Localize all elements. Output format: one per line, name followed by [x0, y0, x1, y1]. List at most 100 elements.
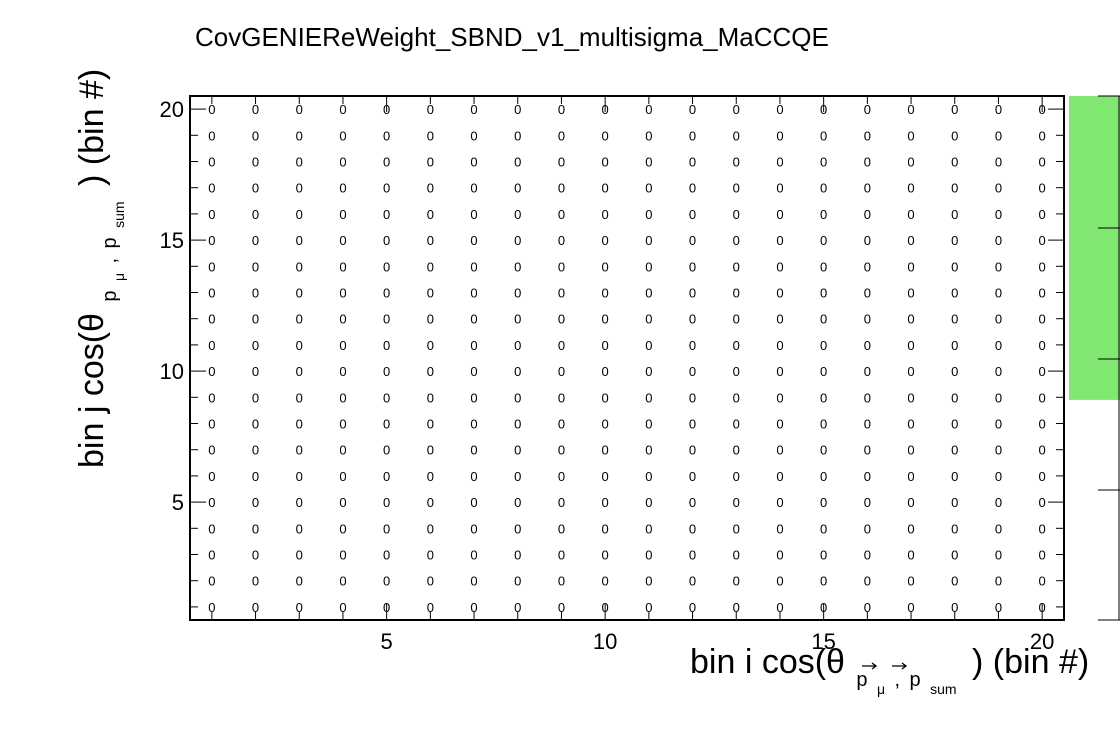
y-axis-title-sub2: p — [99, 237, 121, 248]
heatmap-cell-label: 0 — [907, 521, 914, 536]
heatmap-cell-label: 0 — [951, 181, 958, 196]
heatmap-cell-label: 0 — [558, 600, 565, 615]
heatmap-cell-label: 0 — [689, 417, 696, 432]
heatmap-cell-label: 0 — [514, 364, 521, 379]
heatmap-cell-label: 0 — [296, 443, 303, 458]
heatmap-cell-label: 0 — [427, 469, 434, 484]
heatmap-cell-label: 0 — [1039, 312, 1046, 327]
heatmap-cell-label: 0 — [339, 548, 346, 563]
heatmap-cell-label: 0 — [514, 574, 521, 589]
heatmap-cell-label: 0 — [776, 181, 783, 196]
heatmap-cell-label: 0 — [208, 207, 215, 222]
heatmap-cell-label: 0 — [339, 443, 346, 458]
heatmap-cell-label: 0 — [733, 312, 740, 327]
heatmap-cell-label: 0 — [470, 338, 477, 353]
heatmap-cell-label: 0 — [427, 207, 434, 222]
heatmap-cell-label: 0 — [296, 259, 303, 274]
heatmap-cell-label: 0 — [951, 259, 958, 274]
heatmap-cell-label: 0 — [514, 548, 521, 563]
y-tick-label: 10 — [160, 359, 184, 384]
heatmap-cell-label: 0 — [602, 548, 609, 563]
heatmap-cell-label: 0 — [951, 312, 958, 327]
heatmap-cell-label: 0 — [558, 286, 565, 301]
heatmap-cell-label: 0 — [427, 128, 434, 143]
heatmap-cell-label: 0 — [558, 259, 565, 274]
heatmap-cell-label: 0 — [733, 390, 740, 405]
heatmap-cells: 0 0 0 0 0 0 0 0 0 0 0 0 0 0 0 0 0 0 0 0 0 0 0 0 0 0 0 0 0 0 0 0 0 0 0 0 0 0 0 0… — [208, 102, 1046, 615]
heatmap-cell-label: 0 — [1039, 521, 1046, 536]
heatmap-cell-label: 0 — [689, 286, 696, 301]
heatmap-cell-label: 0 — [252, 338, 259, 353]
heatmap-cell-label: 0 — [296, 495, 303, 510]
heatmap-cell-label: 0 — [733, 548, 740, 563]
heatmap-cell-label: 0 — [558, 128, 565, 143]
heatmap-cell-label: 0 — [252, 233, 259, 248]
heatmap-cell-label: 0 — [995, 521, 1002, 536]
heatmap-cell-label: 0 — [602, 128, 609, 143]
heatmap-cell-label: 0 — [602, 574, 609, 589]
heatmap-cell-label: 0 — [339, 390, 346, 405]
heatmap-cell-label: 0 — [208, 233, 215, 248]
x-axis-title: bin i cos(θ p μ , p sum ) (bin #) — [690, 643, 1089, 702]
heatmap-cell-label: 0 — [820, 181, 827, 196]
heatmap-cell-label: 0 — [602, 390, 609, 405]
heatmap-cell-label: 0 — [995, 102, 1002, 117]
x-axis-title-sub1: p — [856, 669, 867, 691]
heatmap-cell-label: 0 — [514, 600, 521, 615]
heatmap-cell-label: 0 — [733, 102, 740, 117]
heatmap-cell-label: 0 — [470, 102, 477, 117]
heatmap-cell-label: 0 — [383, 181, 390, 196]
heatmap-cell-label: 0 — [776, 364, 783, 379]
heatmap-cell-label: 0 — [689, 312, 696, 327]
heatmap-cell-label: 0 — [383, 207, 390, 222]
heatmap-cell-label: 0 — [427, 600, 434, 615]
heatmap-cell-label: 0 — [951, 417, 958, 432]
heatmap-cell-label: 0 — [427, 574, 434, 589]
heatmap-cell-label: 0 — [383, 417, 390, 432]
heatmap-cell-label: 0 — [689, 390, 696, 405]
heatmap-cell-label: 0 — [689, 338, 696, 353]
heatmap-cell-label: 0 — [558, 312, 565, 327]
heatmap-cell-label: 0 — [689, 128, 696, 143]
heatmap-cell-label: 0 — [427, 364, 434, 379]
heatmap-cell-label: 0 — [907, 574, 914, 589]
heatmap-cell-label: 0 — [864, 574, 871, 589]
heatmap-cell-label: 0 — [427, 417, 434, 432]
heatmap-cell-label: 0 — [995, 259, 1002, 274]
heatmap-cell-label: 0 — [907, 286, 914, 301]
heatmap-cell-label: 0 — [995, 338, 1002, 353]
heatmap-cell-label: 0 — [645, 233, 652, 248]
heatmap-cell-label: 0 — [427, 286, 434, 301]
heatmap-cell-label: 0 — [864, 338, 871, 353]
heatmap-cell-label: 0 — [208, 495, 215, 510]
heatmap-cell-label: 0 — [864, 364, 871, 379]
heatmap-cell-label: 0 — [1039, 286, 1046, 301]
heatmap-cell-label: 0 — [951, 207, 958, 222]
heatmap-cell-label: 0 — [733, 574, 740, 589]
heatmap-cell-label: 0 — [820, 443, 827, 458]
heatmap-cell-label: 0 — [995, 443, 1002, 458]
y-tick-label: 5 — [172, 490, 184, 515]
heatmap-cell-label: 0 — [470, 390, 477, 405]
heatmap-cell-label: 0 — [208, 390, 215, 405]
heatmap-cell-label: 0 — [907, 495, 914, 510]
heatmap-cell-label: 0 — [208, 469, 215, 484]
heatmap-cell-label: 0 — [689, 574, 696, 589]
heatmap-cell-label: 0 — [208, 521, 215, 536]
heatmap-cell-label: 0 — [383, 312, 390, 327]
heatmap-cell-label: 0 — [776, 338, 783, 353]
heatmap-cell-label: 0 — [689, 495, 696, 510]
heatmap-cell-label: 0 — [602, 286, 609, 301]
x-axis-title-sub2: p — [910, 669, 921, 691]
heatmap-cell-label: 0 — [339, 312, 346, 327]
heatmap-cell-label: 0 — [689, 469, 696, 484]
heatmap-cell-label: 0 — [907, 155, 914, 170]
heatmap-cell-label: 0 — [995, 495, 1002, 510]
heatmap-cell-label: 0 — [558, 233, 565, 248]
heatmap-cell-label: 0 — [951, 102, 958, 117]
heatmap-cell-label: 0 — [645, 259, 652, 274]
heatmap-cell-label: 0 — [733, 181, 740, 196]
heatmap-cell-label: 0 — [383, 259, 390, 274]
heatmap-cell-label: 0 — [296, 155, 303, 170]
heatmap-cell-label: 0 — [514, 495, 521, 510]
